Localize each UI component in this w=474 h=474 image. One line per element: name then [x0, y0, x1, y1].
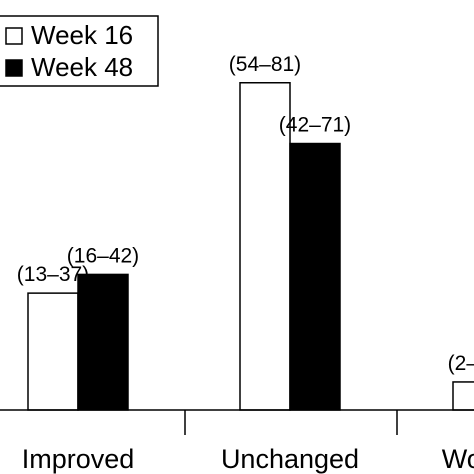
legend-swatch: [5, 27, 23, 45]
bars: [27, 82, 474, 411]
legend-box: [0, 15, 159, 87]
bar: [452, 381, 474, 411]
data-label: (13–37): [17, 263, 89, 286]
x-tick-label: Worsened: [442, 444, 474, 474]
bar: [239, 82, 291, 411]
x-tick-label: Improved: [22, 444, 135, 474]
x-axis: Improved Unchanged Worsened: [0, 409, 474, 474]
bar: [27, 292, 79, 411]
legend-label: Week 16: [31, 20, 133, 50]
legend-label: Week 48: [31, 52, 133, 82]
data-labels: (13–37) (54–81) (2–14) (16–42) (42–71): [17, 53, 474, 375]
legend-swatch: [5, 59, 23, 77]
bar: [77, 273, 129, 411]
data-label: (42–71): [279, 114, 351, 137]
data-label: (54–81): [229, 53, 301, 76]
data-label: (16–42): [67, 244, 139, 267]
x-tick-label: Unchanged: [221, 444, 359, 474]
bar: [289, 142, 341, 411]
data-label: (2–14): [448, 352, 474, 375]
